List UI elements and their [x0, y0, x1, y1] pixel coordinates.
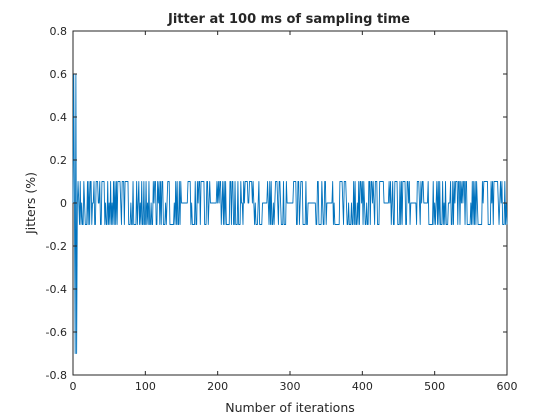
x-tick-label: 600: [497, 380, 518, 393]
x-tick-label: 400: [352, 380, 373, 393]
x-tick-label: 300: [280, 380, 301, 393]
y-tick-label: 0.4: [50, 111, 68, 124]
chart-title: Jitter at 100 ms of sampling time: [167, 12, 410, 27]
y-tick-label: 0.8: [50, 25, 68, 38]
x-tick-label: 0: [70, 380, 77, 393]
x-tick-label: 100: [135, 380, 156, 393]
series-layer: [72, 73, 508, 354]
y-tick-label: 0.2: [50, 154, 68, 167]
y-tick-label: -0.2: [46, 240, 67, 253]
y-tick-label: -0.6: [46, 326, 67, 339]
y-tick-label: 0: [60, 197, 67, 210]
x-axis-ticks: 0 100 200 300 400 500 600: [70, 31, 518, 393]
y-tick-label: -0.4: [46, 283, 67, 296]
y-tick-label: 0.6: [50, 68, 68, 81]
x-tick-label: 200: [207, 380, 228, 393]
jitter-series-line: [72, 73, 508, 354]
plot-area: [72, 30, 508, 376]
y-tick-label: -0.8: [46, 369, 67, 382]
y-axis-ticks: 0.8 0.6 0.4 0.2 0 -0.2 -0.4 -0.6 -0.8: [46, 25, 507, 382]
y-axis-label: Jitters (%): [23, 172, 38, 235]
x-axis-label: Number of iterations: [225, 400, 355, 415]
x-tick-label: 500: [424, 380, 445, 393]
